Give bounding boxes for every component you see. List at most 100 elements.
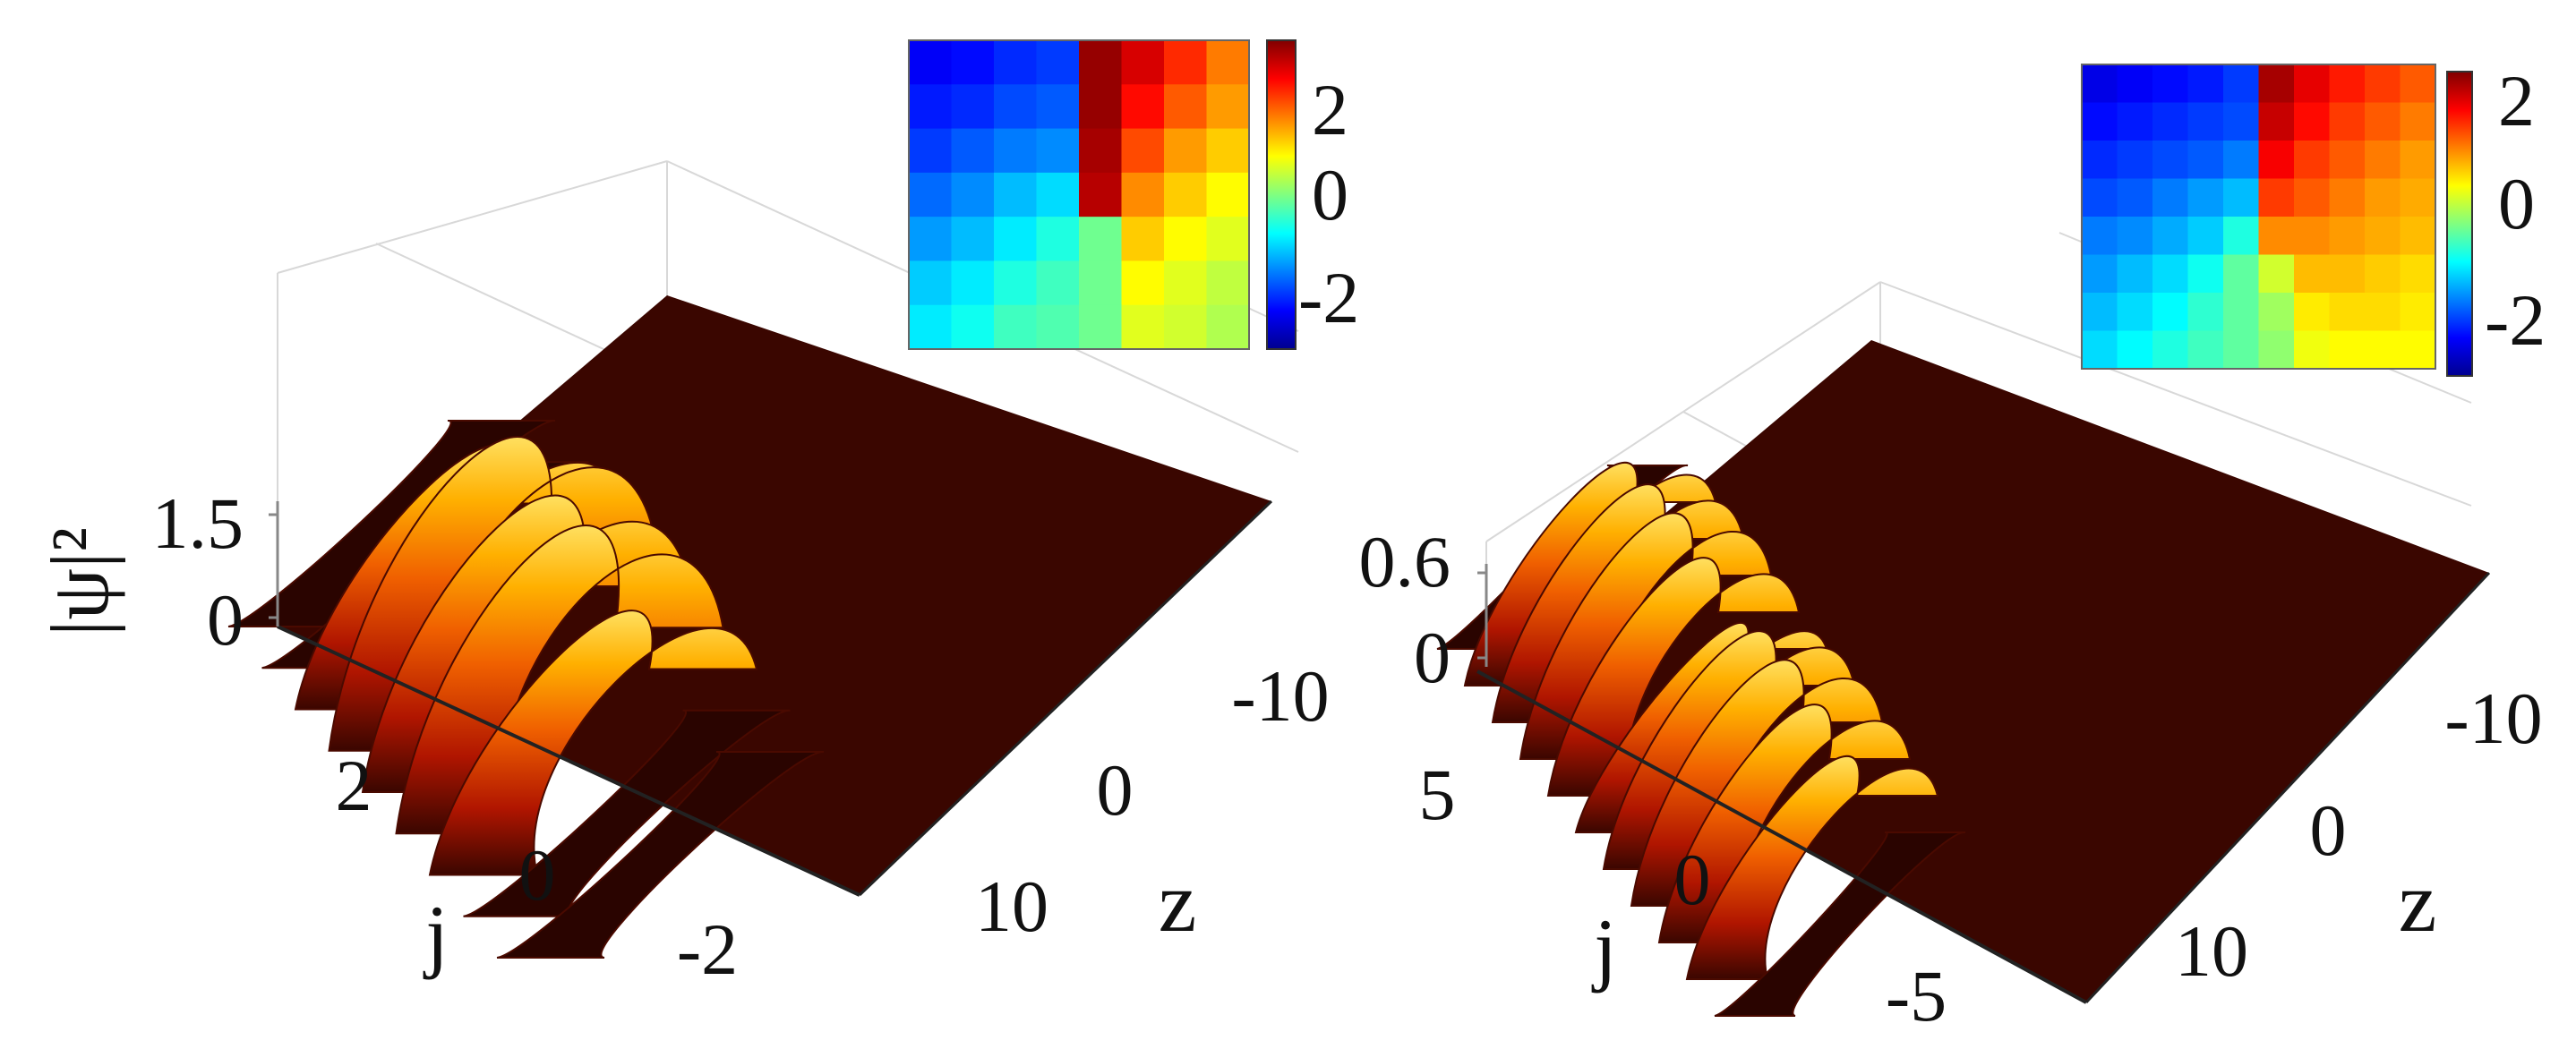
- panel-right-inset-cell: [2187, 254, 2224, 294]
- panel-right-cbtick-2: -2: [2485, 279, 2546, 361]
- panel-right-inset-cell: [2223, 178, 2260, 217]
- panel-left-surface-ridge: [428, 610, 758, 876]
- panel-left-ztick-0: 0: [207, 579, 244, 661]
- panel-right-inset-heatmap: [2081, 64, 2436, 370]
- panel-right-inset-cell: [2117, 141, 2153, 180]
- panel-right-inset-cell: [2152, 330, 2189, 370]
- panel-left-inset-cell: [1164, 40, 1208, 85]
- panel-left-inset-cell: [1164, 84, 1208, 130]
- panel-right-ztick-axis-0: -10: [2444, 678, 2542, 759]
- panel-right-inset-cell: [2152, 102, 2189, 141]
- panel-right-inset-cell: [2294, 64, 2331, 104]
- panel-left-jtick-1: 0: [519, 834, 556, 916]
- panel-right-inset-cell: [2329, 217, 2366, 256]
- panel-left-inset-cell: [1079, 172, 1123, 217]
- panel-right-inset-cell: [2082, 330, 2118, 370]
- panel-left-inset-cell: [1164, 260, 1208, 306]
- panel-left-inset-cell: [1206, 128, 1250, 174]
- panel-left-inset-frame: [908, 39, 1250, 350]
- panel-left-inset-cell: [1121, 40, 1165, 85]
- panel-right-jtick-0: 5: [1419, 754, 1456, 835]
- panel-left-inset-cell: [951, 128, 995, 174]
- panel-left-inset-cell: [909, 304, 953, 350]
- panel-right-inset-cell: [2187, 293, 2224, 332]
- panel-left-ztick-1: 1.5: [152, 482, 244, 564]
- panel-left-inset-cell: [1121, 128, 1165, 174]
- panel-right-inset-cell: [2258, 217, 2295, 256]
- panel-right-inset-cell: [2152, 141, 2189, 180]
- panel-left-ylabel: z: [1159, 854, 1197, 950]
- panel-right-inset-cell: [2152, 217, 2189, 256]
- panel-left-inset-cell: [909, 260, 953, 306]
- panel-left-inset-cell: [1121, 260, 1165, 306]
- panel-left-surface-ridge: [395, 524, 724, 835]
- panel-right-inset-cell: [2400, 141, 2436, 180]
- panel-right-inset-cell: [2258, 330, 2295, 370]
- panel-right-inset-cell: [2187, 217, 2224, 256]
- panel-left-inset-cell: [909, 84, 953, 130]
- panel-right-inset-cell: [2082, 141, 2118, 180]
- panel-right-inset-cell: [2294, 178, 2331, 217]
- panel-right-inset-cell: [2223, 141, 2260, 180]
- panel-right-ylabel: z: [2399, 854, 2437, 950]
- panel-right-inset-cell: [2258, 141, 2295, 180]
- panel-right-surface: [1436, 340, 2489, 1017]
- panel-right-inset-cell: [2400, 217, 2436, 256]
- panel-left-inset-cell: [951, 217, 995, 262]
- panel-right-inset-cell: [2294, 217, 2331, 256]
- panel-left-inset-cell: [1121, 217, 1165, 262]
- panel-right-inset-cell: [2365, 141, 2401, 180]
- panel-right-floor-edge: [1476, 571, 2491, 1004]
- panel-right-jtick-1: 0: [1674, 839, 1711, 920]
- panel-right-inset-cell: [2294, 141, 2331, 180]
- panel-right-inset-cell: [2400, 254, 2436, 294]
- panel-left-inset-cell: [994, 84, 1038, 130]
- panel-left-inset-cell: [994, 172, 1038, 217]
- panel-left-inset-cell: [1206, 304, 1250, 350]
- panel-right-inset-cell: [2329, 330, 2366, 370]
- panel-left-inset-cell: [1079, 304, 1123, 350]
- panel-right-inset-cell: [2082, 102, 2118, 141]
- panel-left-colorbar: [1266, 39, 1297, 350]
- panel-right-inset-cell: [2082, 254, 2118, 294]
- panel-right-inset-cell: [2223, 217, 2260, 256]
- panel-left-floor-edge: [277, 499, 1273, 897]
- panel-right-inset-cell: [2258, 293, 2295, 332]
- panel-left: 1.5 0 |ψ|² 2 0 -2 j -10 0 10 z 2 0 -2: [34, 39, 1359, 990]
- panel-left-inset-cell: [1079, 128, 1123, 174]
- panel-left-inset-cell: [909, 40, 953, 85]
- panel-right-inset-cell: [2223, 64, 2260, 104]
- panel-left-ztick-axis-1: 0: [1097, 749, 1134, 831]
- panel-left-inset-cell: [1036, 260, 1080, 306]
- panel-right-inset-cell: [2365, 102, 2401, 141]
- panel-right-inset-cell: [2400, 102, 2436, 141]
- panel-left-inset-cell: [1079, 260, 1123, 306]
- panel-left-ztick-axis-2: 10: [975, 866, 1048, 947]
- panel-left-inset-cell: [1079, 40, 1123, 85]
- panel-right-inset-cell: [2329, 102, 2366, 141]
- panel-left-jtick-2: -2: [677, 908, 738, 990]
- panel-left-inset-cell: [1121, 304, 1165, 350]
- panel-left-inset-cell: [1164, 304, 1208, 350]
- panel-right-ztick-axis-2: 10: [2175, 910, 2248, 992]
- panel-right-inset-cell: [2258, 254, 2295, 294]
- panel-left-zlabel: |ψ|²: [34, 527, 125, 636]
- panel-right-inset-cell: [2117, 217, 2153, 256]
- panel-right-surface-ridge: [1546, 557, 1801, 797]
- panel-right-inset-cell: [2187, 330, 2224, 370]
- panel-left-inset-cell: [951, 172, 995, 217]
- panel-right-inset-cell: [2117, 102, 2153, 141]
- panel-right-inset-cell: [2117, 293, 2153, 332]
- panel-right-inset-cell: [2223, 254, 2260, 294]
- panel-left-inset-cell: [1036, 304, 1080, 350]
- panel-right-inset-cell: [2082, 217, 2118, 256]
- panel-right-inset-cell: [2329, 178, 2366, 217]
- panel-left-zaxis: [269, 501, 279, 627]
- panel-right-inset-cell: [2329, 293, 2366, 332]
- panel-left-xlabel: j: [423, 889, 449, 980]
- panel-right-inset-cell: [2400, 64, 2436, 104]
- panel-right-inset-cell: [2400, 330, 2436, 370]
- panel-right-inset-frame: [2081, 64, 2436, 370]
- panel-right-inset-cell: [2365, 178, 2401, 217]
- panel-left-inset-cell: [951, 40, 995, 85]
